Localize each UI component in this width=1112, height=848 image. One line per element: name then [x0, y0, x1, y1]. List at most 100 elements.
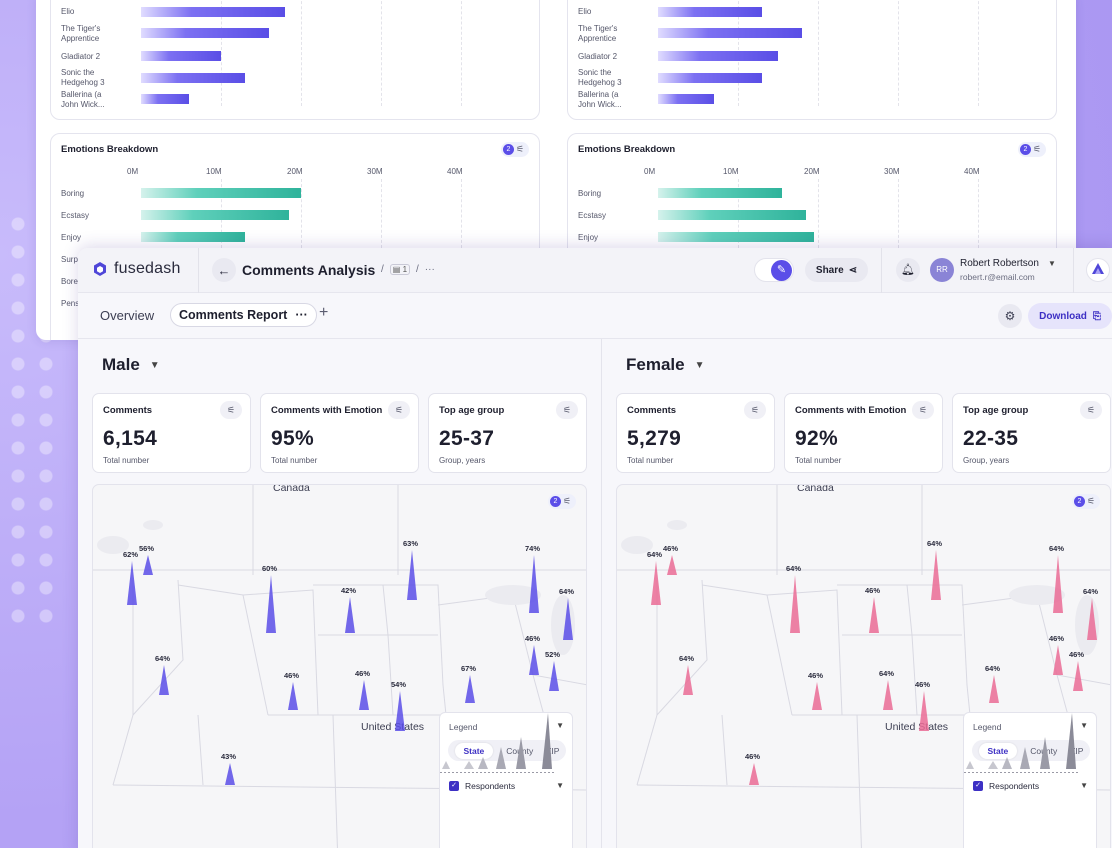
- map-percentage-label: 64%: [879, 669, 895, 678]
- map-spike[interactable]: [989, 675, 999, 703]
- chart-label: Elio: [61, 7, 75, 16]
- back-button[interactable]: ←: [212, 258, 236, 282]
- map-spike[interactable]: [790, 575, 800, 633]
- map-spike[interactable]: [143, 555, 153, 575]
- map-spike[interactable]: [159, 665, 169, 695]
- x-tick: 10M: [206, 167, 222, 176]
- map-spike[interactable]: [359, 680, 369, 710]
- gender-selector[interactable]: Female ▼: [626, 355, 705, 375]
- emotion-label: Boring: [578, 189, 602, 198]
- map-percentage-label: 64%: [927, 539, 943, 548]
- tab-overview[interactable]: Overview: [100, 308, 155, 323]
- map-spike[interactable]: [1073, 661, 1083, 691]
- chevron-down-icon[interactable]: ▼: [1080, 721, 1088, 730]
- avatar[interactable]: RR: [930, 258, 954, 282]
- x-tick: 30M: [884, 167, 900, 176]
- chevron-down-icon: ▼: [694, 359, 705, 371]
- map-spike[interactable]: [812, 682, 822, 710]
- respondents-label: Respondents: [465, 781, 516, 791]
- chevron-down-icon[interactable]: ▼: [556, 721, 564, 730]
- map-spike[interactable]: [345, 597, 355, 633]
- chart-bar: [141, 28, 269, 38]
- map-spike[interactable]: [563, 598, 573, 640]
- map-spike[interactable]: [1053, 555, 1063, 613]
- map-spike[interactable]: [465, 675, 475, 703]
- kpi-filter-button[interactable]: ⚟: [388, 401, 410, 419]
- map-label-us: United States: [361, 721, 425, 733]
- dashboard-count-chip[interactable]: ▤ 1: [389, 264, 411, 275]
- tab-more-button[interactable]: ···: [295, 308, 308, 322]
- chevron-down-icon: ▼: [149, 359, 160, 371]
- map-spike[interactable]: [127, 561, 137, 605]
- map-spike[interactable]: [529, 555, 539, 613]
- map-filter-button[interactable]: 2 ⚟: [548, 494, 576, 509]
- file-download-icon: ⎘: [1092, 310, 1101, 322]
- kpi-filter-button[interactable]: ⚟: [1080, 401, 1102, 419]
- kpi-value: 5,279: [627, 427, 682, 450]
- map-spike[interactable]: [549, 661, 559, 691]
- map-spike[interactable]: [529, 645, 539, 675]
- map-spike[interactable]: [651, 561, 661, 605]
- map-spike[interactable]: [266, 575, 276, 633]
- map[interactable]: Canada United States 2 ⚟ 56% 62% 60% 42% 63% 7…: [92, 484, 587, 848]
- download-button[interactable]: Download ⎘: [1028, 303, 1112, 329]
- panel-title: Emotions Breakdown: [61, 144, 159, 155]
- chart-bar: [658, 51, 778, 61]
- map-spike[interactable]: [1053, 645, 1063, 675]
- geo-option-zip[interactable]: ZIP: [1070, 745, 1084, 756]
- pencil-icon: ✎: [771, 260, 792, 281]
- edit-mode-toggle[interactable]: ✎: [754, 258, 794, 282]
- legend-panel: Legend ▼ State County ZIP ✓Respondents ▼: [439, 712, 573, 848]
- map-spike[interactable]: [407, 550, 417, 600]
- share-button[interactable]: Share ⋖: [805, 258, 868, 282]
- sliders-icon: ⚟: [562, 405, 572, 415]
- map[interactable]: Canada United States 2 ⚟ 46% 64% 64% 46% 64% 6…: [616, 484, 1111, 848]
- chevron-down-icon[interactable]: ▼: [1048, 259, 1056, 268]
- sliders-icon: ⚟: [750, 405, 760, 415]
- filter-button[interactable]: 2 ⚟: [1018, 142, 1046, 157]
- map-filter-button[interactable]: 2 ⚟: [1072, 494, 1100, 509]
- map-spike[interactable]: [1087, 598, 1097, 640]
- filter-button[interactable]: 2 ⚟: [501, 142, 529, 157]
- divider: [198, 248, 199, 293]
- user-name[interactable]: Robert Robertson: [960, 258, 1039, 269]
- gender-selector[interactable]: Male ▼: [102, 355, 160, 375]
- map-spike[interactable]: [919, 691, 929, 731]
- respondents-toggle[interactable]: ✓ Respondents: [973, 781, 1039, 791]
- chart-label: The Tiger's Apprentice: [578, 24, 618, 43]
- map-spike[interactable]: [931, 550, 941, 600]
- settings-button[interactable]: ⚙: [998, 304, 1022, 328]
- geo-option-state[interactable]: State: [978, 742, 1018, 759]
- breadcrumb-separator: /: [416, 264, 419, 275]
- workspace-switcher[interactable]: [1086, 258, 1110, 282]
- map-spike[interactable]: [667, 555, 677, 575]
- tab-comments-report[interactable]: Comments Report ···: [170, 303, 317, 327]
- add-tab-button[interactable]: +: [319, 304, 329, 321]
- geo-option-zip[interactable]: ZIP: [546, 745, 560, 756]
- map-spike[interactable]: [225, 763, 235, 785]
- filter-count: 2: [503, 144, 514, 155]
- map-spike[interactable]: [869, 597, 879, 633]
- x-tick: 30M: [367, 167, 383, 176]
- kpi-filter-button[interactable]: ⚟: [220, 401, 242, 419]
- chevron-down-icon[interactable]: ▼: [1080, 781, 1088, 790]
- map-spike[interactable]: [288, 682, 298, 710]
- map-spike[interactable]: [395, 691, 405, 731]
- app-logo[interactable]: fusedash: [92, 260, 181, 278]
- geo-option-state[interactable]: State: [454, 742, 494, 759]
- chart-bar: [141, 232, 245, 242]
- map-spike[interactable]: [749, 763, 759, 785]
- map-percentage-label: 62%: [123, 550, 139, 559]
- chevron-down-icon[interactable]: ▼: [556, 781, 564, 790]
- map-spike[interactable]: [683, 665, 693, 695]
- emotion-label: Surp: [61, 255, 78, 264]
- map-spike[interactable]: [883, 680, 893, 710]
- more-menu-button[interactable]: ···: [424, 264, 435, 275]
- kpi-filter-button[interactable]: ⚟: [744, 401, 766, 419]
- respondents-toggle[interactable]: ✓ Respondents: [449, 781, 515, 791]
- kpi-filter-button[interactable]: ⚟: [556, 401, 578, 419]
- kpi-sub: Total number: [271, 456, 318, 465]
- map-percentage-label: 46%: [284, 671, 300, 680]
- notifications-button[interactable]: 🔔︎: [896, 258, 920, 282]
- kpi-filter-button[interactable]: ⚟: [912, 401, 934, 419]
